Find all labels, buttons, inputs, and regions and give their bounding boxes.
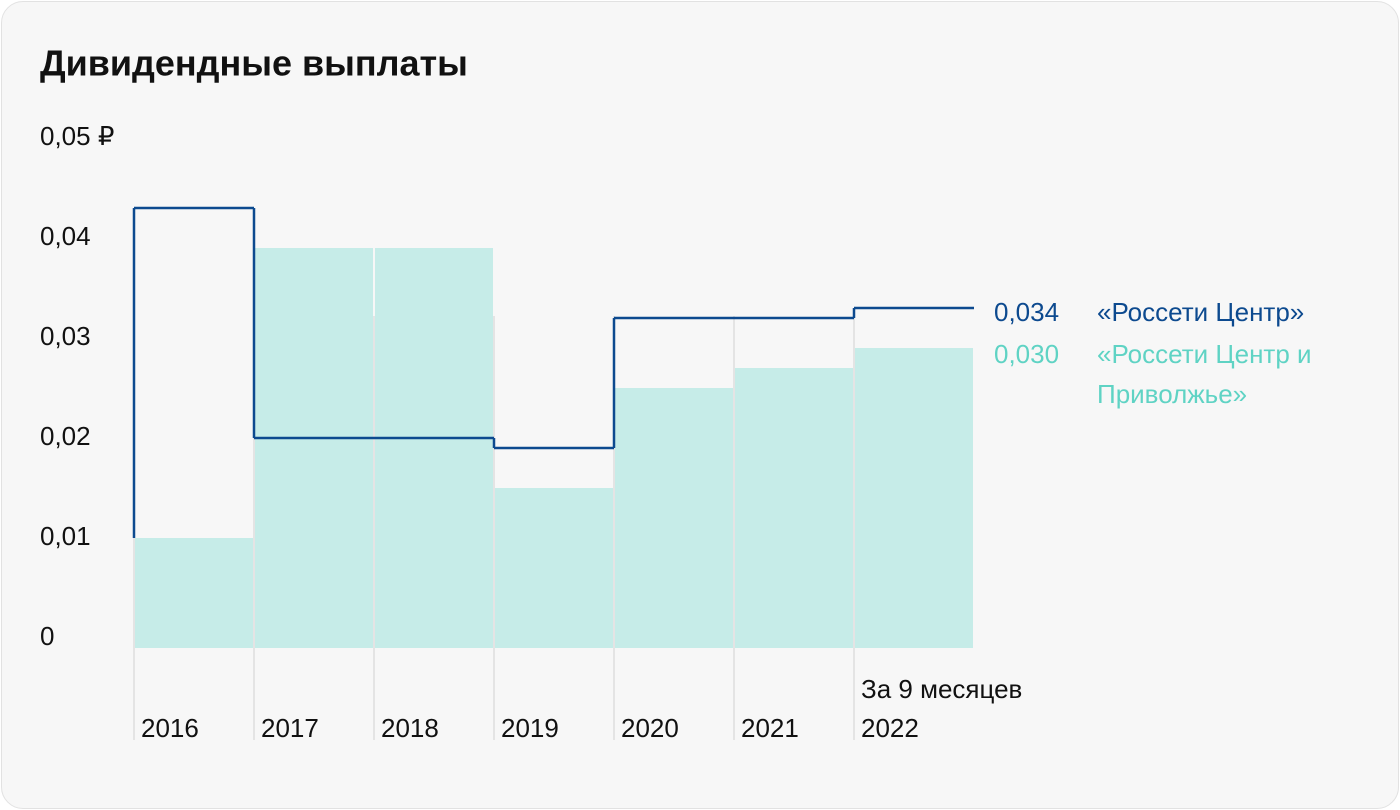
- legend-entry: «Россети Центр»: [1097, 297, 1305, 327]
- bar: [375, 248, 493, 648]
- x-tick-label: 2018: [381, 713, 439, 743]
- value-label: 0,034: [994, 297, 1060, 327]
- y-tick-label: 0,05 ₽: [40, 121, 114, 151]
- x-tick-label: 2017: [261, 713, 319, 743]
- x-tick-label: 2019: [501, 713, 559, 743]
- value-label: 0,030: [994, 339, 1060, 369]
- y-tick-label: 0,02: [40, 421, 91, 451]
- bar: [855, 348, 973, 648]
- x-tick-label: 2020: [621, 713, 679, 743]
- bar: [495, 488, 613, 648]
- bar: [615, 388, 733, 648]
- legend-entry: «Россети Центр и Приволжье»: [1097, 339, 1312, 409]
- bar: [735, 368, 853, 648]
- x-annotation: За 9 месяцев: [861, 674, 1022, 704]
- chart-title: Дивидендные выплаты: [40, 43, 468, 84]
- y-tick-label: 0: [40, 621, 54, 651]
- bar: [135, 538, 253, 648]
- y-tick-label: 0,01: [40, 521, 91, 551]
- x-tick-label: 2021: [741, 713, 799, 743]
- x-tick-label: 2022: [861, 713, 919, 743]
- y-tick-label: 0,04: [40, 221, 91, 251]
- y-tick-label: 0,03: [40, 321, 91, 351]
- x-tick-label: 2016: [141, 713, 199, 743]
- bar: [255, 248, 373, 648]
